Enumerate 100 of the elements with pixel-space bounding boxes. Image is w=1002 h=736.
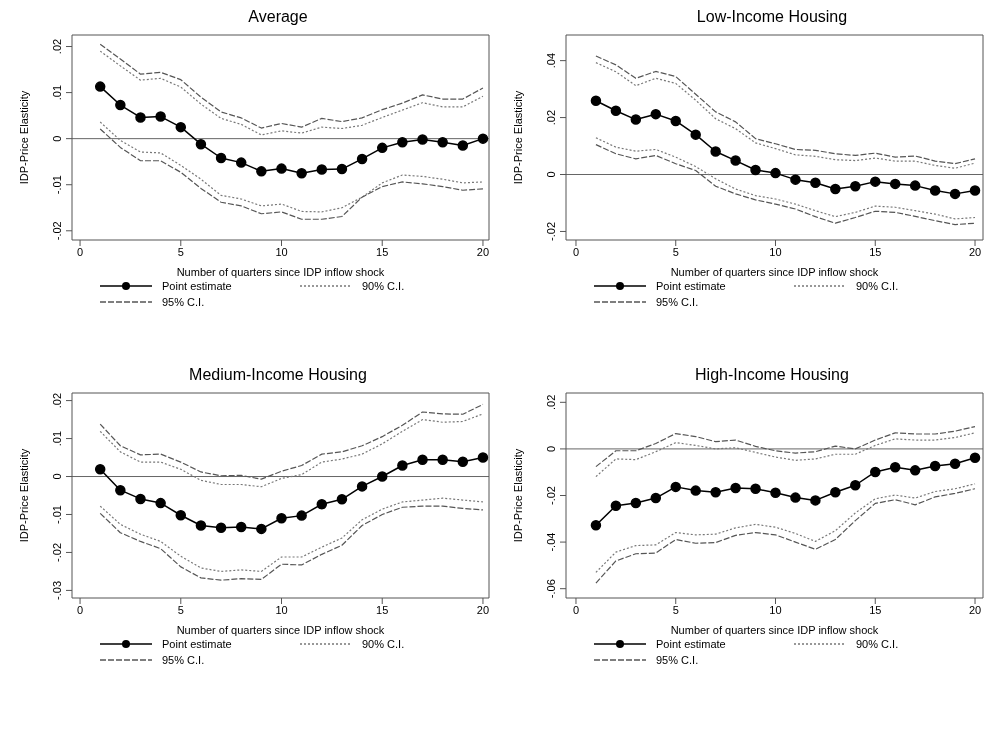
legend-label: 90% C.I. [362, 638, 405, 650]
line-series [595, 488, 976, 584]
legend-label: 95% C.I. [656, 654, 699, 666]
point [115, 484, 126, 496]
point [949, 458, 961, 470]
point [690, 129, 701, 140]
y-tick-label: -.02 [545, 221, 557, 241]
point [929, 185, 941, 196]
legend-label: 90% C.I. [362, 280, 405, 292]
chart-title: Average [247, 8, 309, 27]
point [94, 464, 106, 475]
point [356, 481, 368, 492]
point [376, 142, 388, 154]
point [417, 134, 428, 145]
point [336, 163, 348, 175]
point [670, 115, 681, 127]
point [175, 509, 187, 521]
point [235, 521, 247, 533]
x-tick-label: 0 [77, 603, 84, 616]
legend-label: 95% C.I. [162, 296, 205, 308]
point [437, 454, 448, 466]
point [94, 81, 106, 92]
point [276, 513, 287, 524]
chart-title: Low-Income Housing [695, 8, 849, 27]
point [610, 105, 622, 116]
y-tick-label: .02 [51, 38, 63, 55]
y-tick-label: .04 [545, 52, 557, 69]
legend-label: Point estimate [162, 280, 232, 292]
x-tick-label: 10 [275, 603, 288, 616]
x-axis-title: Number of quarters since IDP inflow shock [176, 266, 385, 278]
point [730, 482, 741, 494]
point [889, 462, 901, 473]
y-tick-label: -.02 [51, 542, 63, 562]
x-tick-label: 20 [476, 245, 490, 258]
point [850, 480, 861, 491]
line-series [595, 432, 976, 478]
point [969, 185, 981, 196]
x-tick-label: 15 [376, 603, 389, 616]
x-axis-title: Number of quarters since IDP inflow shock [176, 624, 385, 636]
point [810, 495, 821, 506]
y-tick-label: .01 [51, 84, 63, 101]
x-tick-label: 5 [672, 245, 679, 258]
point [316, 164, 328, 175]
legend-label: Point estimate [656, 280, 726, 292]
y-tick-label: 0 [51, 473, 63, 480]
point [437, 137, 448, 148]
y-tick-label: 0 [545, 171, 557, 178]
point [650, 492, 662, 504]
point [690, 485, 701, 496]
point [477, 133, 489, 144]
point [610, 500, 622, 511]
point [296, 510, 307, 521]
point [376, 471, 388, 482]
y-axis-title: IDP-Price Elasticity [511, 90, 524, 185]
y-tick-label: -.02 [545, 486, 557, 505]
point [670, 481, 681, 493]
point [590, 520, 602, 531]
line-series [99, 43, 484, 129]
point [195, 138, 207, 150]
point [590, 95, 602, 107]
y-tick-label: -.02 [51, 221, 63, 241]
line-series [99, 413, 484, 488]
point [909, 465, 921, 476]
y-axis-title: IDP-Price Elasticity [17, 90, 30, 185]
legend-label: 95% C.I. [162, 654, 205, 666]
point [477, 452, 489, 463]
line-series [99, 497, 484, 573]
point [710, 486, 721, 498]
point [296, 167, 307, 179]
y-tick-label: -.01 [51, 175, 63, 195]
point [457, 140, 469, 151]
point [770, 487, 781, 498]
point [115, 99, 126, 111]
point [417, 454, 428, 466]
legend-label: 95% C.I. [656, 296, 699, 308]
x-tick-label: 5 [672, 603, 679, 616]
legend-label: Point estimate [656, 638, 726, 650]
point [276, 163, 287, 174]
point [750, 483, 761, 494]
point [870, 176, 881, 187]
x-tick-label: 5 [177, 245, 184, 258]
x-tick-label: 15 [376, 245, 389, 258]
x-axis-title: Number of quarters since IDP inflow shock [670, 624, 879, 636]
point [889, 178, 901, 190]
x-tick-label: 20 [968, 603, 982, 616]
point [949, 188, 961, 200]
x-tick-label: 15 [869, 245, 882, 258]
y-tick-label: .01 [51, 430, 63, 447]
legend-label: Point estimate [162, 638, 232, 650]
chart-title: High-Income Housing [694, 366, 850, 385]
y-tick-label: -.03 [51, 580, 63, 600]
x-tick-label: 20 [968, 245, 982, 258]
y-axis-title: IDP-Price Elasticity [511, 448, 524, 543]
x-tick-label: 0 [572, 603, 580, 616]
y-tick-label: .02 [51, 392, 63, 409]
point [750, 164, 761, 176]
point [810, 177, 821, 189]
y-axis-title: IDP-Price Elasticity [17, 448, 30, 543]
point [397, 137, 408, 148]
x-axis-title: Number of quarters since IDP inflow shock [670, 266, 879, 278]
